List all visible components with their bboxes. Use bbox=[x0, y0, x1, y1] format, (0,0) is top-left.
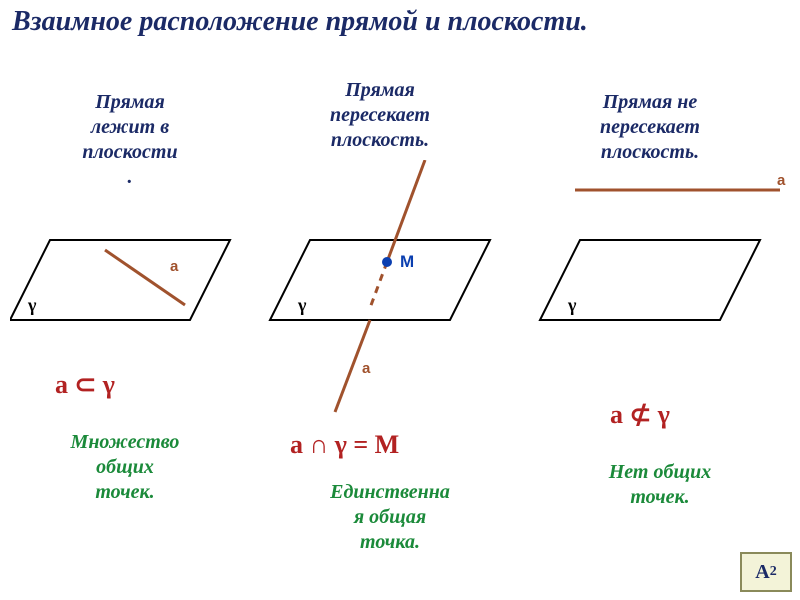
desc-1: Множествообщихточек. bbox=[20, 430, 230, 505]
fig1-line-label: а bbox=[170, 258, 178, 275]
relation-1: a ⊂ γ bbox=[55, 370, 115, 400]
a2-sub: 2 bbox=[770, 564, 777, 580]
desc-2: Единственная общаяточка. bbox=[270, 480, 510, 555]
fig3-gamma-label: γ bbox=[568, 295, 576, 316]
relation-2: a ∩ γ = M bbox=[290, 430, 399, 460]
fig1-gamma-label: γ bbox=[28, 295, 36, 316]
col3-subtitle: Прямая непересекаетплоскость. bbox=[535, 90, 765, 165]
desc-3: Нет общихточек. bbox=[555, 460, 765, 510]
a2-box: А2 bbox=[740, 552, 792, 592]
fig2-point-label: М bbox=[400, 252, 414, 272]
fig2-gamma-label: γ bbox=[298, 295, 306, 316]
col1-subtitle: Прямаялежит вплоскости. bbox=[30, 90, 230, 190]
fig3-line-label: а bbox=[777, 172, 785, 189]
col2-subtitle: Прямаяпересекаетплоскость. bbox=[270, 78, 490, 153]
page-title: Взаимное расположение прямой и плоскости… bbox=[12, 6, 782, 38]
figure-line-in-plane bbox=[10, 225, 240, 340]
figure-line-intersects-plane bbox=[265, 160, 505, 420]
a2-label: А bbox=[755, 561, 769, 584]
fig2-line-label: а bbox=[362, 360, 370, 377]
figure-line-parallel-plane bbox=[535, 175, 795, 345]
relation-3: a ⊄ γ bbox=[610, 400, 670, 430]
